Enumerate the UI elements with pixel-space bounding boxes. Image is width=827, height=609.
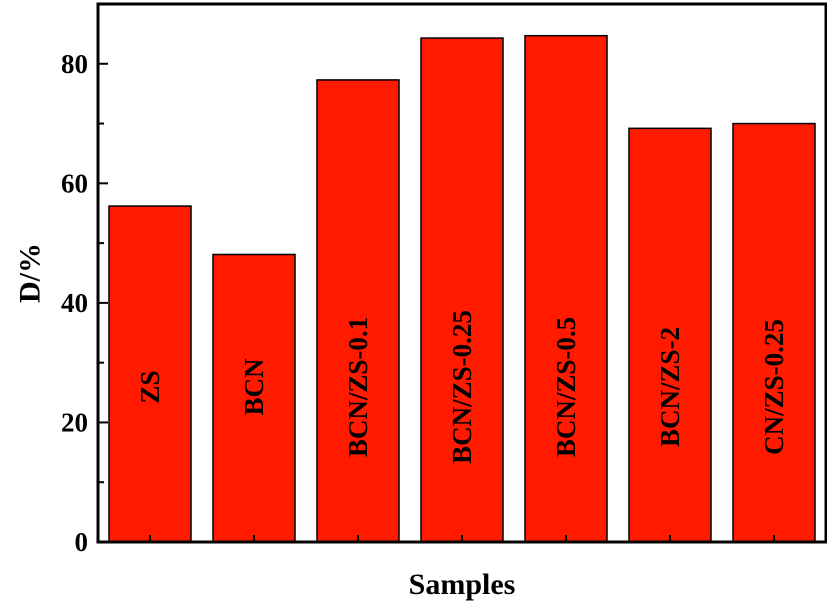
bar-2 (316, 79, 400, 543)
y-tick-label: 60 (61, 168, 88, 198)
bar-label-5: BCN/ZS-2 (655, 327, 685, 447)
bar-5 (628, 127, 712, 543)
bar-3 (420, 37, 504, 543)
bar-labels-group: ZS BCN BCN/ZS-0.1 BCN/ZS-0.25 BCN/ZS-0.5 BCN/… (135, 310, 789, 464)
bar-label-6: CN/ZS-0.25 (759, 319, 789, 455)
bar-label-1: BCN (239, 358, 269, 416)
bar-0 (108, 205, 192, 543)
bars-group (108, 34, 816, 543)
bar-4 (524, 34, 608, 543)
y-tick-label: 20 (61, 407, 88, 437)
x-axis-title: Samples (409, 568, 516, 601)
y-tick-label: 80 (61, 49, 88, 79)
bar-label-2: BCN/ZS-0.1 (343, 317, 373, 457)
y-axis-title: D/% (14, 243, 47, 303)
y-tick-label: 0 (75, 527, 89, 557)
bar-1 (212, 253, 296, 543)
bar-label-4: BCN/ZS-0.5 (551, 317, 581, 457)
bar-6 (732, 122, 816, 543)
bar-label-3: BCN/ZS-0.25 (447, 310, 477, 464)
bar-label-0: ZS (135, 370, 165, 403)
y-axis-ticks: 0 20 40 60 80 (61, 3, 108, 557)
y-tick-label: 40 (61, 288, 88, 318)
x-axis-ticks (149, 535, 775, 542)
